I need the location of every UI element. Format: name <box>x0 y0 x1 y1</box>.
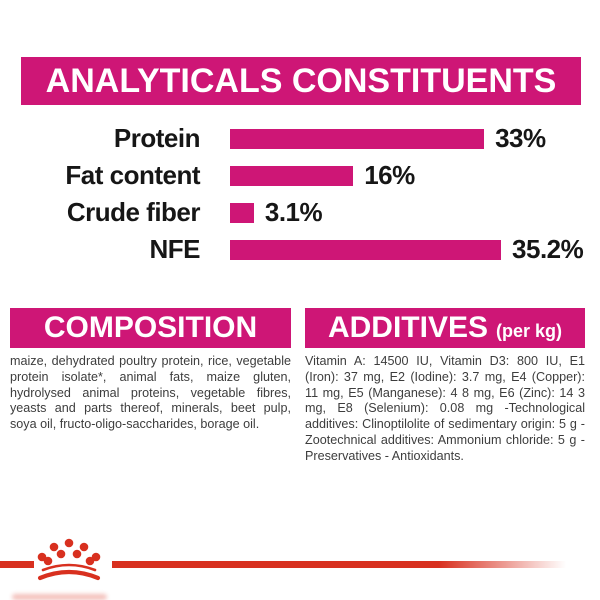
additives-header: ADDITIVES (per kg) <box>305 308 585 348</box>
crown-logo-icon <box>37 538 101 581</box>
chart-row-crude-fiber: Crude fiber 3.1% <box>0 194 600 231</box>
additives-unit-label: (per kg) <box>496 321 563 341</box>
chart-bar-nfe <box>230 239 502 260</box>
chart-label-protein: Protein <box>113 123 201 153</box>
chart-row-fat: Fat content 16% <box>0 157 600 194</box>
chart-row-nfe: NFE 35.2% <box>0 231 600 268</box>
chart-label-crude-fiber: Crude fiber <box>66 197 201 227</box>
composition-header: COMPOSITION <box>10 308 291 348</box>
brand-wordmark-cropped <box>12 594 107 600</box>
chart-value-crude-fiber: 3.1% <box>264 197 323 227</box>
analytical-constituents-banner: ANALYTICALS CONSTITUENTS <box>21 57 581 105</box>
composition-title: COMPOSITION <box>43 311 258 344</box>
banner-title: ANALYTICALS CONSTITUENTS <box>45 61 557 100</box>
chart-bar-crude-fiber <box>230 202 254 223</box>
chart-label-nfe: NFE <box>149 234 201 264</box>
chart-value-fat: 16% <box>364 160 415 190</box>
chart-row-protein: Protein 33% <box>0 120 600 157</box>
footer-rule-left <box>0 561 34 568</box>
additives-title: ADDITIVES <box>327 311 488 344</box>
chart-bar-protein <box>230 128 485 149</box>
additives-text: Vitamin A: 14500 IU, Vitamin D3: 800 IU,… <box>305 354 585 463</box>
footer-rule-right <box>112 561 566 568</box>
constituents-bar-chart: Protein 33% Fat content 16% Crude fiber … <box>0 120 600 268</box>
chart-value-nfe: 35.2% <box>512 234 584 264</box>
chart-value-protein: 33% <box>495 123 546 153</box>
chart-label-fat: Fat content <box>65 160 200 190</box>
chart-bar-fat <box>230 165 354 186</box>
composition-text: maize, dehydrated poultry protein, rice,… <box>10 354 291 432</box>
